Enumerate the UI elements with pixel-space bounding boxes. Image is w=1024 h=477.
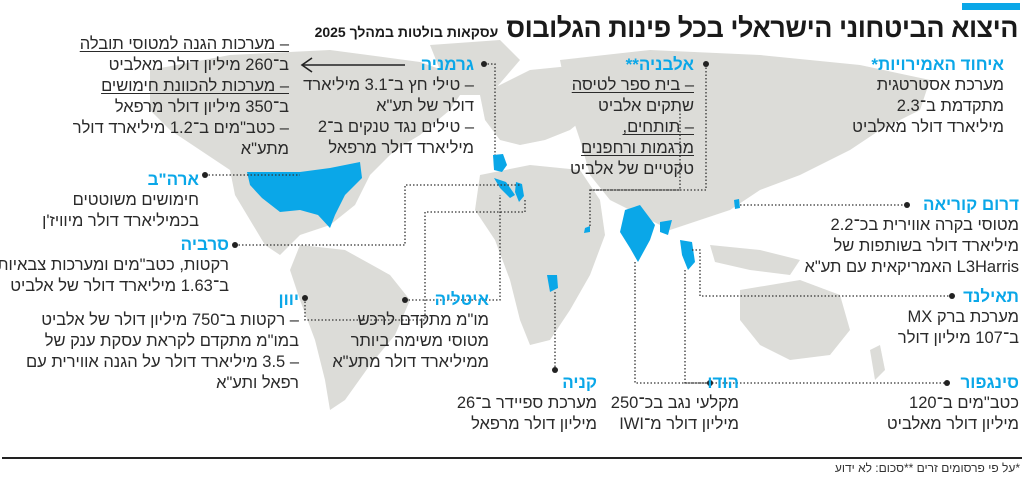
entry-line: ב־260 מיליון דולר מאלביט [108,56,289,74]
country-name: דרום קוריאה [922,195,1019,214]
entry-line: – תותחים, [622,118,694,136]
world-map [150,40,955,410]
entry-line: – טילי חץ ב־3.1 מיליארד [303,76,474,94]
page-title: היצוא הביטחוני הישראלי בכל פינות הגלובוס… [314,13,1019,44]
entry-line: מיליארד דולר מאלביט [852,118,1004,136]
entry-line: – מערכות הגנה למטוסי תובלה [79,35,289,53]
entry-line: מיליון דולר מאלביט [886,415,1019,433]
entry-greece: יוון – רקטות ב־750 מיליון דולר של אלביט … [26,290,299,394]
entry-line: – רקטות ב־750 מיליון דולר של אלביט [41,311,299,329]
accent-bar [962,3,1020,10]
entry-line: מערכת אסטרטגית [876,76,1004,94]
entry-south-korea: דרום קוריאה מטוסי בקרה אווירית בכ־2.2 מי… [804,195,1019,278]
country-name: סינגפור [960,373,1019,392]
country-name: גרמניה [420,55,474,74]
entry-italy: איטליה מו"מ מתקדם לרכש מטוסי משימה ביותר… [332,290,489,373]
country-name: איחוד האמירויות* [871,55,1004,74]
entry-line: מערכת ברק MX [907,308,1020,326]
entry-kenya: קניה מערכת ספיידר ב־26 מיליון דולר מרפאל [457,373,597,435]
country-name: קניה [562,373,597,392]
entry-line: ב־1.63 מיליארד דולר של אלביט [10,277,229,295]
country-name: סרביה [180,235,229,254]
entry-usa: ארה"ב חימושים משוטטים בכמיליארד דולר מיו… [42,170,199,232]
country-name: הודו [707,373,739,392]
entry-line: במו"מ מתקדם לקראת עסקת ענק של [44,332,299,350]
entry-line: מיליון דולר מ־IWI [619,415,739,433]
entry-singapore: סינגפור כטב"מים ב־120 מיליון דולר מאלביט [887,373,1019,435]
title-subtitle: עסקאות בולטות במהלך 2025 [314,24,499,40]
entry-line: רקטות, כטב"מים ומערכות צבאיות [0,256,229,274]
leader-lines [205,63,952,384]
highlighted-countries [247,154,740,292]
entry-line: חימושים משוטטים [72,191,199,209]
footer-divider [2,457,1022,459]
entry-uae: איחוד האמירויות* מערכת אסטרטגית מתקדמת ב… [852,55,1004,138]
entry-line: ממיליארד דולר מתע"א [332,353,489,371]
entry-line: בכמיליארד דולר מיוויז'ן [42,212,199,230]
entry-line: – בית ספר לטיסה [571,76,694,94]
entry-line: – מערכות להכוונת חימושים [101,77,289,95]
entry-line: דולר של תע"א [376,97,474,115]
entry-line: – 3.5 מיליארד דולר על הגנה אווירית עם [25,353,299,371]
entry-line: מו"מ מתקדם לרכש [357,311,489,329]
entry-thailand: תאילנד מערכת ברק MX ב־107 מיליון דולר [898,287,1019,349]
entry-line: L3Harris האמריקאית עם תע"א [804,258,1019,276]
entry-line: ב־350 מיליון דולר מרפאל [114,98,289,116]
entry-line: כטב"מים ב־120 [909,394,1019,412]
entry-serbia: סרביה רקטות, כטב"מים ומערכות צבאיות ב־1.… [0,235,229,297]
country-name: תאילנד [963,287,1019,306]
entry-line: מרגמות ורחפנים [580,139,694,157]
title-main: היצוא הביטחוני הישראלי בכל פינות הגלובוס [506,13,1018,43]
leader-dots [202,61,955,386]
entry-line: מיליארד דולר מרפאל [328,139,474,157]
entry-india: הודו מקלעי נגב בכ־250 מיליון דולר מ־IWI [611,373,739,435]
entry-line: מטוסי בקרה אווירית בכ־2.2 [830,216,1019,234]
arrow-icon [300,57,405,73]
entry-line: – טילים נגד טנקים ב־2 [317,118,474,136]
entry-line: – כטב"מים ב־1.2 מיליארד דולר [72,119,289,137]
entry-line: ב־107 מיליון דולר [897,329,1019,347]
land-masses [150,40,930,410]
entry-line: מתקדמת ב־2.3 [896,97,1004,115]
entry-line: שתקים אלביט [598,97,694,115]
country-name: אלבניה** [625,55,694,74]
entry-germany: גרמניה – טילי חץ ב־3.1 מיליארד דולר של ת… [303,55,474,159]
entry-line: מתע"א [240,140,289,158]
footnote: *על פי פרסומים זרים **סכום: לא ידוע [834,461,1020,475]
entry-albania: אלבניה** – בית ספר לטיסה שתקים אלביט – ת… [570,55,694,180]
entry-germany-continued: – מערכות הגנה למטוסי תובלה ב־260 מיליון … [73,34,289,160]
country-name: יוון [278,290,299,309]
entry-line: מערכת ספיידר ב־26 [456,394,597,412]
entry-line: מיליון דולר מרפאל [471,415,597,433]
entry-line: טקטיים של אלביט [569,160,694,178]
country-name: איטליה [434,290,489,309]
entry-line: מטוסי משימה ביותר [350,332,489,350]
country-name: ארה"ב [147,170,199,189]
entry-line: רפאל ותע"א [216,374,299,392]
entry-line: מקלעי נגב בכ־250 [610,394,739,412]
entry-line: מיליארד דולר בשותפות של [833,237,1019,255]
